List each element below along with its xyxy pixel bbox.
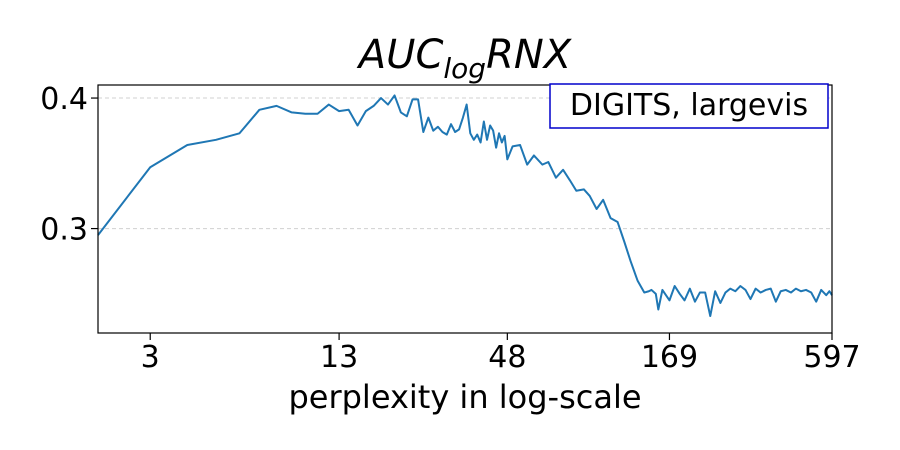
x-axis-ticks: 3 13 48 169 597 xyxy=(141,333,861,375)
plot-frame xyxy=(97,84,833,334)
x-tick-label: 13 xyxy=(320,340,358,375)
chart-title-base: AUC xyxy=(356,32,444,78)
x-tick-label: 597 xyxy=(803,340,860,375)
chart-title-suffix: RNX xyxy=(486,32,573,78)
chart-title-subscript: log xyxy=(443,52,486,85)
x-tick-label: 169 xyxy=(641,340,698,375)
y-tick-label: 0.4 xyxy=(40,82,88,117)
y-axis-ticks: 0.3 0.4 xyxy=(40,82,98,248)
x-tick-label: 48 xyxy=(488,340,526,375)
x-tick-label: 3 xyxy=(141,340,160,375)
legend-box-text: DIGITS, largevis xyxy=(570,88,808,123)
legend-box-border xyxy=(549,83,829,129)
y-tick-label: 0.3 xyxy=(40,213,88,248)
series-line xyxy=(97,94,833,318)
series-layer xyxy=(97,94,833,318)
x-axis-label: perplexity in log-scale xyxy=(288,378,641,416)
chart-title: AUClogRNX xyxy=(356,32,573,85)
legend-box: DIGITS, largevis xyxy=(549,83,829,129)
